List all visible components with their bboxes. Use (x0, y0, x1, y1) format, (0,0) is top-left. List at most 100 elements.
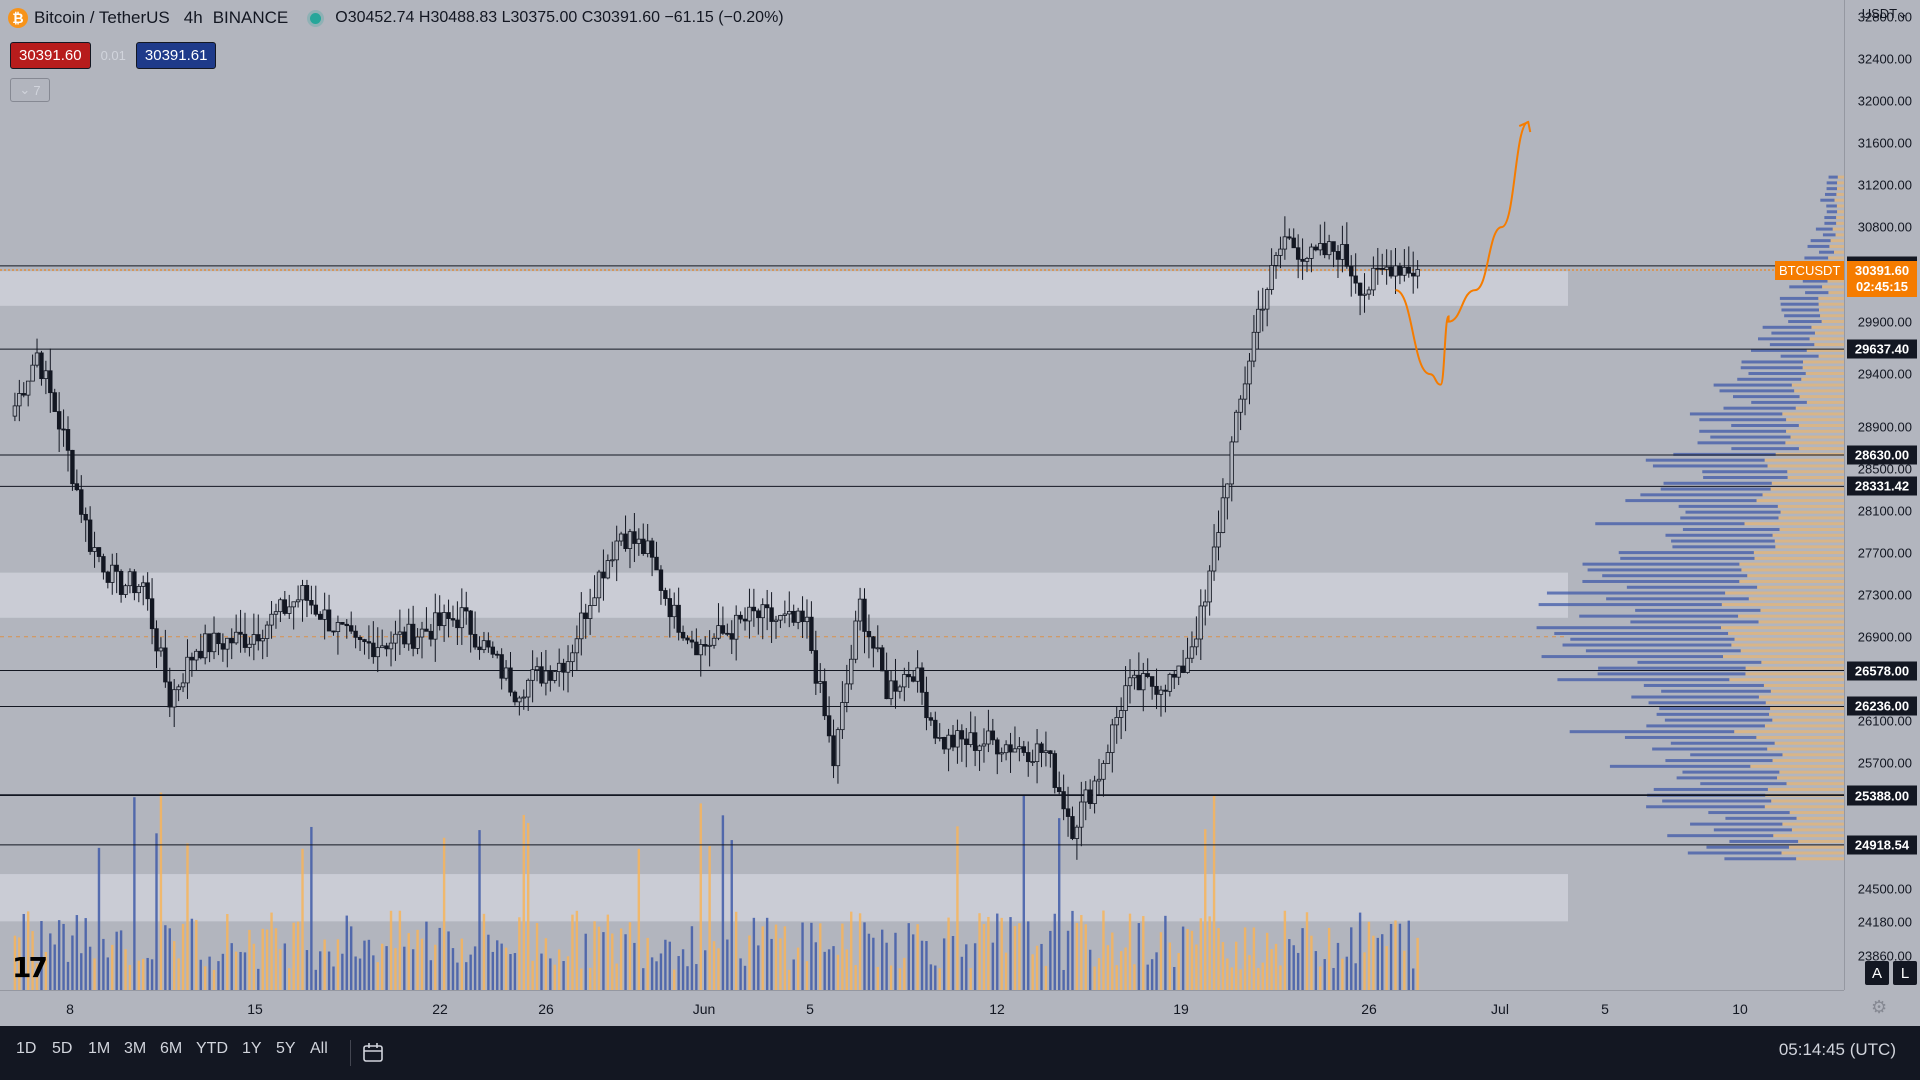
range-button-all[interactable]: All (310, 1040, 328, 1057)
log-scale-button[interactable]: L (1893, 961, 1917, 985)
volume-bar (580, 968, 583, 990)
volume-profile-bar (1782, 753, 1844, 757)
volume-bar (765, 917, 769, 990)
symbol-name[interactable]: Bitcoin / TetherUS (34, 8, 170, 27)
volume-bar (730, 840, 733, 990)
range-button-ytd[interactable]: YTD (196, 1040, 228, 1057)
buy-price-button[interactable]: 30391.61 (135, 42, 217, 69)
candle-body (256, 634, 261, 642)
time-scale-label: 8 (66, 1001, 74, 1017)
volume-bar (911, 934, 915, 990)
interval-label[interactable]: 4h (183, 8, 203, 27)
volume-profile-bar (1546, 591, 1726, 595)
auto-scale-button[interactable]: A (1865, 961, 1889, 985)
volume-bar (588, 967, 592, 990)
volume-profile-bar (1796, 816, 1844, 820)
candle-body (667, 598, 672, 618)
volume-bar (234, 951, 238, 990)
indicators-count: 7 (33, 82, 41, 98)
volume-profile-bar (1769, 712, 1844, 716)
volume-profile-bar (1772, 718, 1844, 722)
price-level-tag: 25388.00 (1847, 786, 1917, 805)
volume-bar (1372, 935, 1375, 990)
candle-body (764, 604, 770, 609)
tradingview-logo[interactable]: 17 (12, 951, 48, 984)
candle-body (344, 623, 349, 627)
volume-bar (124, 949, 127, 990)
sell-price-button[interactable]: 30391.60 (10, 42, 91, 69)
utc-clock[interactable]: 05:14:45 (UTC) (1778, 1040, 1896, 1059)
currency-selector[interactable]: USDT⌄ (1861, 6, 1908, 21)
candle-body (167, 681, 172, 708)
quote-row: 30391.60 0.01 30391.61 (10, 42, 217, 69)
volume-profile-bar (1806, 348, 1844, 352)
range-button-5y[interactable]: 5Y (276, 1040, 296, 1057)
candle-body (127, 571, 133, 587)
candle-body (517, 697, 522, 703)
range-button-6m[interactable]: 6M (160, 1040, 183, 1057)
calendar-icon[interactable] (362, 1042, 386, 1064)
candle-body (21, 393, 26, 396)
volume-profile-bar (1777, 776, 1844, 780)
price-chart[interactable] (0, 0, 1844, 990)
volume-profile-bar (1770, 707, 1844, 711)
candle-body (260, 638, 265, 642)
volume-profile-bar (1807, 244, 1830, 248)
volume-bar (540, 953, 543, 990)
volume-bar (137, 960, 140, 990)
volume-bar (1212, 794, 1216, 990)
volume-bar (367, 939, 371, 990)
candle-body (490, 646, 495, 655)
price-scale-label: 31600.00 (1857, 135, 1912, 151)
time-scale[interactable]: 8 15 22 26 Jun 5 12 19 26 Jul 5 10 (0, 990, 1844, 1026)
candle-body (1295, 247, 1301, 260)
volume-profile-bar (1723, 406, 1796, 410)
volume-profile-bar (1772, 533, 1844, 537)
volume-profile-bar (1819, 250, 1835, 254)
candle-body (233, 631, 239, 644)
candle-body (605, 560, 611, 579)
candle-body (163, 647, 168, 683)
volume-profile-bar (1771, 481, 1844, 485)
volume-bar (314, 969, 317, 990)
range-button-5d[interactable]: 5D (52, 1040, 73, 1057)
candle-body (1256, 308, 1261, 333)
volume-bar (1080, 915, 1083, 990)
volume-bar (1319, 966, 1322, 990)
price-level-tag: 29637.40 (1847, 339, 1917, 359)
volume-profile-bar (1757, 585, 1844, 589)
chart-pane[interactable]: ₿ Bitcoin / TetherUS 4h BINANCE O30452.7… (0, 0, 1844, 990)
volume-bar (624, 934, 627, 990)
volume-bar (279, 949, 282, 990)
price-scale-label: 32400.00 (1857, 51, 1912, 67)
volume-bar (159, 792, 163, 990)
candle-body (406, 623, 411, 645)
candle-body (459, 607, 465, 629)
candle-body (96, 547, 102, 557)
range-button-1d[interactable]: 1D (16, 1040, 37, 1057)
candle-body (641, 538, 646, 554)
candle-body (526, 679, 531, 698)
range-button-3m[interactable]: 3M (124, 1040, 147, 1057)
volume-bar (920, 940, 924, 990)
volume-bar (1243, 927, 1247, 990)
range-button-1y[interactable]: 1Y (242, 1040, 262, 1057)
volume-bar (239, 951, 242, 990)
settings-gear-icon[interactable]: ⚙ (1871, 997, 1888, 1017)
volume-bar (1058, 818, 1061, 990)
price-scale[interactable]: USDT⌄ 32800.00 32400.00 32000.00 31600.00 31… (1844, 0, 1920, 990)
volume-bar (1053, 913, 1056, 990)
candle-body (415, 636, 420, 649)
candle-body (840, 702, 845, 731)
volume-bar (619, 928, 623, 990)
candle-body (804, 616, 810, 623)
volume-profile-bar (1770, 689, 1844, 693)
candle-body (831, 735, 836, 767)
candle-body (787, 610, 792, 615)
range-button-1m[interactable]: 1M (88, 1040, 111, 1057)
indicators-toggle-button[interactable]: ⌄ 7 (10, 78, 50, 102)
candle-body (1114, 717, 1119, 726)
volume-profile-bar (1805, 291, 1829, 295)
time-scale-label: 15 (247, 1001, 263, 1017)
volume-bar (403, 946, 406, 990)
